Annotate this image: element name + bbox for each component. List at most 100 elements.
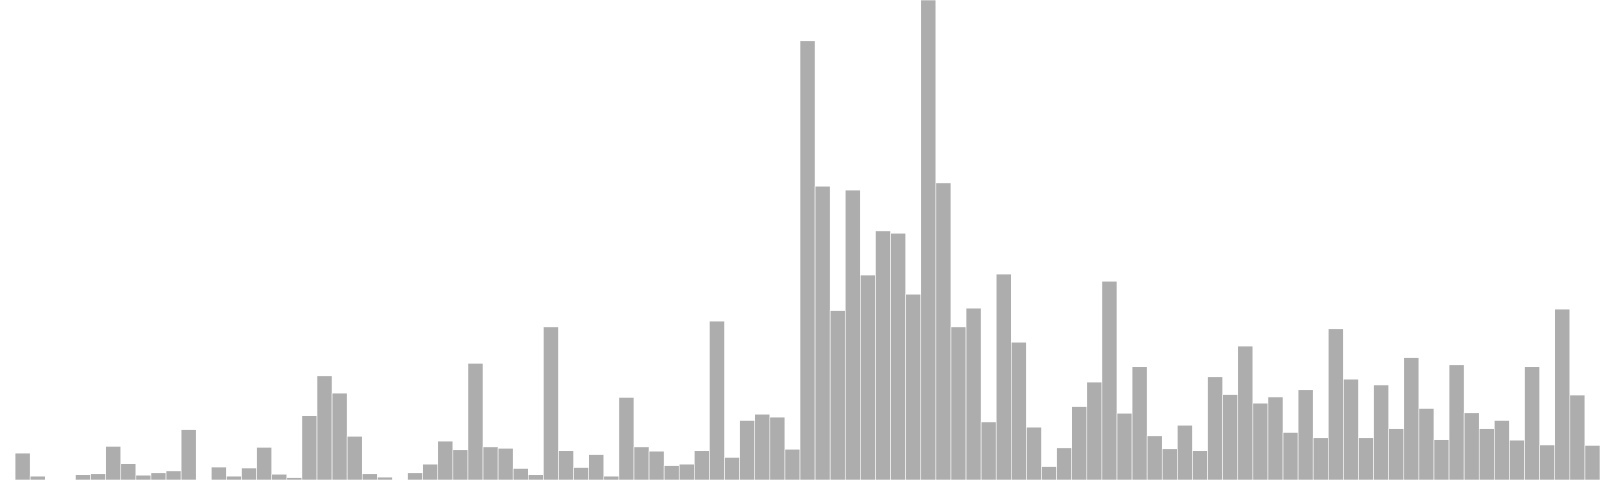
bar-10	[150, 472, 167, 480]
bar-59	[890, 232, 906, 480]
bar-76	[1146, 435, 1163, 480]
bar-96	[1448, 364, 1465, 480]
bar-62	[935, 182, 952, 480]
bar-61	[920, 0, 937, 480]
bar-95	[1433, 439, 1450, 480]
bar-46	[694, 450, 710, 480]
bar-11	[165, 470, 182, 480]
bar-15	[226, 475, 242, 480]
bar-34	[512, 468, 529, 480]
bar-71	[1071, 406, 1088, 480]
bar-20	[301, 415, 318, 480]
bar-70	[1056, 447, 1072, 480]
bar-91	[1373, 384, 1389, 480]
bar-29	[437, 440, 454, 480]
bar-37	[558, 450, 574, 480]
bar-60	[905, 293, 922, 480]
bar-99	[1494, 420, 1510, 480]
bar-6	[90, 473, 106, 480]
bar-104	[1569, 394, 1586, 480]
bar-5	[75, 474, 91, 480]
bar-100	[1509, 439, 1525, 480]
bar-75	[1131, 366, 1148, 480]
bar-85	[1282, 432, 1299, 480]
bar-105	[1584, 445, 1600, 480]
bar-17	[256, 447, 272, 480]
bar-65	[980, 421, 997, 480]
bar-45	[678, 463, 695, 480]
bar-73	[1101, 280, 1118, 480]
bar-51	[769, 416, 786, 480]
bar-16	[241, 467, 257, 480]
bar-94	[1418, 408, 1435, 480]
bar-57	[860, 274, 876, 480]
bar-82	[1237, 345, 1254, 480]
bar-14	[211, 466, 227, 480]
bar-63	[950, 326, 967, 480]
bar-58	[875, 230, 891, 480]
bar-21	[316, 375, 333, 480]
bar-43	[648, 450, 665, 480]
bar-7	[105, 446, 122, 480]
bar-66	[995, 273, 1012, 480]
bar-101	[1524, 366, 1540, 480]
bar-44	[663, 465, 680, 480]
bar-41	[618, 397, 635, 480]
bar-102	[1539, 444, 1556, 480]
bar-39	[588, 454, 605, 480]
bar-69	[1041, 466, 1057, 480]
bar-36	[543, 326, 559, 480]
bar-28	[422, 463, 439, 480]
bar-1	[14, 452, 31, 480]
bar-23	[346, 436, 363, 480]
bar-49	[739, 420, 756, 480]
bar-80	[1207, 376, 1223, 480]
bar-32	[482, 446, 499, 480]
bar-92	[1388, 428, 1405, 480]
bar-38	[573, 467, 589, 480]
bar-9	[135, 474, 152, 480]
bar-18	[271, 473, 288, 480]
bar-88	[1328, 328, 1344, 480]
bar-52	[784, 448, 801, 480]
bar-83	[1252, 402, 1269, 480]
bar-53	[799, 40, 816, 480]
bar-86	[1297, 389, 1314, 480]
bar-68	[1026, 426, 1042, 480]
bar-22	[331, 392, 348, 480]
bar-40	[603, 475, 620, 480]
bar-78	[1177, 424, 1193, 480]
bar-35	[527, 474, 544, 480]
bar-56	[844, 189, 861, 480]
bar-30	[452, 449, 469, 480]
bar-8	[120, 463, 137, 480]
bar-47	[709, 320, 725, 480]
bar-77	[1161, 448, 1178, 480]
bar-33	[497, 448, 514, 480]
bar-55	[829, 310, 846, 480]
bar-72	[1086, 381, 1103, 480]
bar-54	[814, 185, 831, 480]
bar-31	[467, 363, 484, 480]
bar-74	[1116, 412, 1133, 480]
bar-67	[1011, 341, 1027, 480]
bar-27	[407, 472, 423, 480]
bar-79	[1192, 450, 1208, 480]
bar-48	[724, 457, 740, 480]
bar-81	[1222, 394, 1239, 480]
bar-93	[1403, 357, 1420, 480]
bar-90	[1358, 437, 1374, 480]
bar-97	[1463, 412, 1480, 480]
bar-84	[1267, 396, 1284, 480]
bar-103	[1554, 308, 1571, 480]
bar-98	[1478, 428, 1495, 480]
bar-50	[754, 413, 771, 480]
bar-87	[1312, 437, 1329, 480]
bar-89	[1343, 378, 1359, 480]
bar-64	[965, 307, 982, 480]
bar-12	[180, 429, 197, 480]
bar-2	[29, 475, 46, 480]
bar-24	[361, 473, 378, 480]
